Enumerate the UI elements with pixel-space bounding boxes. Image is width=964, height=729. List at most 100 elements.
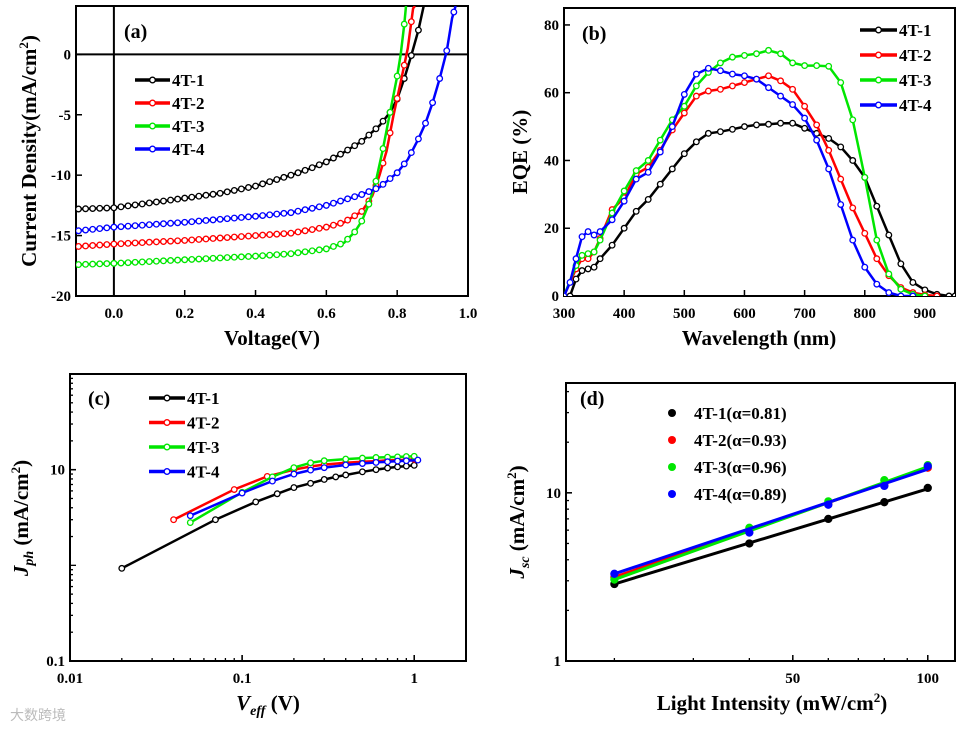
data-point <box>386 175 394 182</box>
data-point <box>849 116 857 124</box>
data-point <box>103 224 111 232</box>
data-point <box>160 220 167 228</box>
data-point <box>337 197 344 205</box>
axis-label-rest: (mA/cm <box>505 478 529 556</box>
data-point <box>837 143 845 151</box>
plot-area <box>610 461 932 589</box>
legend-marker <box>149 122 156 130</box>
data-point <box>82 205 90 213</box>
data-point <box>741 72 748 80</box>
series-4T-1 <box>564 119 955 296</box>
data-point <box>777 77 785 85</box>
data-point <box>365 188 373 196</box>
data-point <box>873 202 881 210</box>
x-tick-label: 0.4 <box>246 306 265 322</box>
x-tick-label: 0.0 <box>105 306 124 322</box>
y-tick-label: -5 <box>59 108 72 124</box>
data-point <box>320 476 328 483</box>
x-tick-label: 100 <box>917 671 940 687</box>
data-point <box>230 233 238 241</box>
data-point <box>131 239 139 247</box>
data-point <box>266 251 274 259</box>
data-point <box>307 466 315 474</box>
data-point <box>909 292 917 296</box>
data-point <box>608 216 616 224</box>
data-point <box>82 260 90 268</box>
data-point <box>777 92 785 100</box>
legend-label: 4T-1 <box>187 389 219 408</box>
data-point <box>632 167 640 175</box>
data-point <box>590 263 598 271</box>
data-point <box>223 234 231 241</box>
legend-label: 4T-2 <box>187 414 219 433</box>
y-axis-label: Jph (mA/cm2) <box>8 460 37 577</box>
data-point <box>252 232 259 240</box>
data-point <box>728 125 736 133</box>
data-point <box>885 289 893 296</box>
data-point <box>223 188 231 196</box>
data-point <box>117 223 125 231</box>
data-point <box>89 242 97 249</box>
legend-label: 4T-3 <box>187 438 219 457</box>
data-point <box>188 218 196 226</box>
data-point <box>138 239 146 247</box>
legend-label: 4T-4 <box>187 463 220 482</box>
x-tick-label: 0.8 <box>388 306 407 322</box>
data-point <box>82 242 90 250</box>
data-point <box>170 516 178 524</box>
data-point <box>117 259 125 267</box>
series-4T-3 <box>186 452 418 527</box>
data-point <box>728 82 736 90</box>
legend-item: 4T-4(α=0.89) <box>668 485 787 504</box>
y-tick-label: 20 <box>544 221 559 237</box>
data-point <box>308 204 316 212</box>
data-point <box>124 222 132 230</box>
data-point <box>294 228 302 236</box>
data-point <box>885 231 893 239</box>
data-point <box>358 468 366 476</box>
panel-label: (a) <box>124 21 147 43</box>
data-point <box>216 234 224 242</box>
data-point <box>620 197 628 205</box>
data-point <box>329 221 337 229</box>
axis-label-sup: 2 <box>8 467 23 474</box>
data-point <box>351 142 359 150</box>
data-point <box>801 102 809 110</box>
data-point <box>103 241 111 248</box>
legend-marker <box>668 436 676 444</box>
panel-a: 0.0 0.2 0.4 0.6 0.8 1.0 -20 -15 -10 -5 0 (a) Voltage… <box>16 5 477 350</box>
data-point <box>252 498 260 506</box>
data-point <box>825 146 833 154</box>
panel-label: (b) <box>582 23 606 45</box>
legend-marker <box>149 99 156 107</box>
legend-marker <box>163 419 171 426</box>
fit-line <box>613 467 929 576</box>
plot-frame <box>69 373 467 662</box>
data-point <box>216 254 224 262</box>
data-point <box>801 114 809 122</box>
data-point <box>644 168 652 176</box>
data-point <box>825 62 833 70</box>
data-point <box>379 117 387 125</box>
y-tick-label: 1 <box>554 654 562 670</box>
series-4T-4 <box>564 64 917 296</box>
axis-label-sup: 2 <box>874 690 881 705</box>
data-point <box>849 204 857 212</box>
data-point <box>337 219 344 227</box>
data-point <box>620 224 628 232</box>
data-point <box>152 198 160 206</box>
data-point <box>110 204 118 212</box>
data-point <box>692 70 700 78</box>
data-point <box>245 184 252 191</box>
data-point <box>386 108 394 116</box>
data-point <box>237 185 245 193</box>
x-tick-label: 700 <box>793 306 816 322</box>
data-point <box>181 256 189 264</box>
data-point <box>273 210 281 218</box>
data-point <box>195 217 203 225</box>
data-point <box>358 217 366 225</box>
x-tick-label: 0.01 <box>57 671 83 687</box>
data-point <box>632 207 640 215</box>
data-point <box>290 470 298 478</box>
